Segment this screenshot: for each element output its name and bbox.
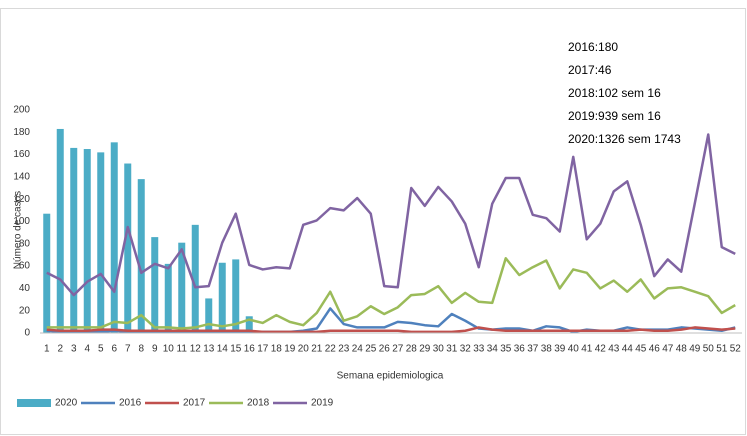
y-tick-label: 140 — [13, 172, 30, 183]
x-tick-label: 21 — [311, 344, 323, 355]
x-tick-label: 18 — [271, 344, 283, 355]
bar — [191, 224, 199, 333]
y-tick-label: 80 — [19, 238, 31, 249]
x-tick-label: 32 — [460, 344, 472, 355]
y-tick-label: 160 — [13, 149, 30, 160]
x-tick-label: 14 — [217, 344, 229, 355]
x-tick-label: 26 — [379, 344, 391, 355]
x-tick-label: 12 — [190, 344, 202, 355]
bar — [232, 259, 240, 333]
y-axis-title: Número de casos — [13, 191, 24, 269]
legend-label: 2020 — [55, 398, 78, 409]
x-tick-label: 5 — [98, 344, 104, 355]
x-tick-label: 42 — [595, 344, 607, 355]
y-tick-label: 180 — [13, 127, 30, 138]
x-tick-label: 24 — [352, 344, 364, 355]
bar — [164, 263, 172, 333]
line-series — [46, 133, 736, 297]
x-tick-label: 35 — [500, 344, 512, 355]
line-series — [46, 326, 736, 334]
x-tick-label: 44 — [622, 344, 634, 355]
legend-swatch — [17, 399, 51, 407]
x-tick-label: 19 — [284, 344, 296, 355]
x-tick-label: 46 — [649, 344, 661, 355]
x-tick-label: 30 — [433, 344, 445, 355]
x-tick-label: 34 — [487, 344, 499, 355]
x-tick-label: 11 — [177, 344, 188, 355]
x-tick-label: 9 — [152, 344, 158, 355]
annotation: 2019:939 sem 16 — [568, 109, 661, 123]
y-tick-label: 60 — [19, 261, 31, 272]
x-tick-label: 36 — [514, 344, 526, 355]
x-tick-label: 51 — [716, 344, 728, 355]
annotation: 2018:102 sem 16 — [568, 86, 661, 100]
y-tick-label: 120 — [13, 194, 30, 205]
bar — [110, 142, 118, 333]
x-tick-label: 10 — [163, 344, 175, 355]
annotation: 2020:1326 sem 1743 — [568, 132, 681, 146]
y-tick-label: 200 — [13, 105, 30, 116]
bar — [245, 316, 253, 333]
bar — [83, 149, 91, 333]
x-tick-label: 22 — [325, 344, 337, 355]
x-tick-label: 29 — [419, 344, 431, 355]
x-axis-title: Semana epidemiologica — [337, 371, 444, 382]
x-tick-label: 37 — [527, 344, 539, 355]
x-tick-label: 3 — [71, 344, 77, 355]
legend-label: 2019 — [311, 398, 334, 409]
y-tick-label: 20 — [19, 305, 31, 316]
bar — [124, 163, 132, 333]
x-tick-label: 39 — [554, 344, 566, 355]
x-tick-label: 38 — [541, 344, 553, 355]
legend-label: 2017 — [183, 398, 206, 409]
bar — [70, 147, 78, 333]
bar — [205, 298, 213, 333]
x-tick-label: 43 — [608, 344, 620, 355]
y-tick-label: 100 — [13, 216, 30, 227]
x-tick-label: 47 — [662, 344, 674, 355]
bar — [151, 237, 159, 333]
legend-label: 2016 — [119, 398, 142, 409]
x-tick-label: 17 — [257, 344, 269, 355]
x-tick-label: 20 — [298, 344, 310, 355]
x-tick-label: 4 — [84, 344, 90, 355]
x-tick-label: 7 — [125, 344, 131, 355]
bar — [178, 242, 186, 333]
x-tick-label: 16 — [244, 344, 256, 355]
x-tick-label: 1 — [44, 344, 50, 355]
x-tick-label: 23 — [338, 344, 350, 355]
x-tick-label: 28 — [406, 344, 418, 355]
chart-frame — [0, 8, 746, 435]
x-tick-label: 25 — [365, 344, 377, 355]
x-tick-label: 27 — [392, 344, 404, 355]
x-tick-label: 2 — [57, 344, 63, 355]
annotation: 2017:46 — [568, 63, 612, 77]
line-series — [46, 257, 736, 330]
x-tick-label: 8 — [138, 344, 144, 355]
bar — [56, 128, 64, 333]
x-tick-label: 40 — [568, 344, 580, 355]
annotation: 2016:180 — [568, 40, 618, 54]
x-tick-label: 31 — [446, 344, 458, 355]
x-tick-label: 13 — [203, 344, 215, 355]
x-tick-label: 41 — [581, 344, 593, 355]
legend-label: 2018 — [247, 398, 270, 409]
x-tick-label: 50 — [703, 344, 715, 355]
x-tick-label: 49 — [689, 344, 701, 355]
x-tick-label: 15 — [230, 344, 242, 355]
x-tick-label: 52 — [730, 344, 742, 355]
x-tick-label: 6 — [111, 344, 117, 355]
bar — [218, 262, 226, 333]
x-tick-label: 45 — [635, 344, 647, 355]
bar — [97, 152, 105, 333]
x-tick-label: 33 — [473, 344, 485, 355]
bar — [137, 179, 145, 333]
y-tick-label: 40 — [19, 283, 31, 294]
y-tick-label: 0 — [24, 328, 30, 339]
x-tick-label: 48 — [676, 344, 688, 355]
